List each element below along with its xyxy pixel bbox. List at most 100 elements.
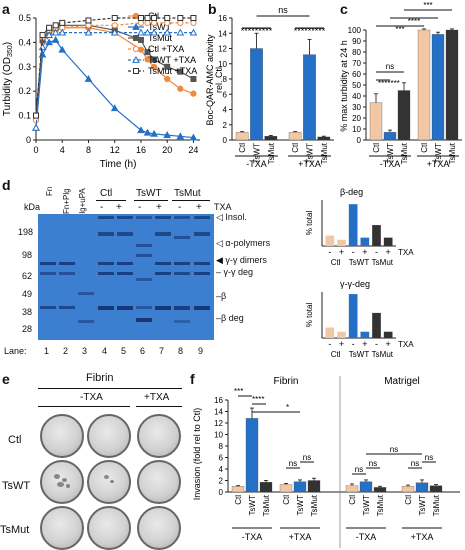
legend-marker [132, 45, 140, 53]
data-point [84, 28, 93, 36]
y-tick-label: 4 [219, 465, 224, 474]
group-label: +TXA [427, 159, 450, 169]
txa-sign: - [352, 247, 355, 257]
txa-sign: + [339, 247, 344, 257]
data-point [46, 24, 53, 31]
x-tick-label: 16 [136, 145, 146, 155]
y-tick-label: 40 [352, 92, 361, 101]
gel-lane [98, 214, 114, 340]
txa-sign: - [328, 247, 331, 257]
sig-stars: **** [252, 395, 264, 404]
data-point [164, 75, 171, 83]
data-point [58, 45, 67, 53]
panel-e: Fibrin -TXA +TXA Ctl TsWT TsMut [0, 372, 190, 550]
y-axis-label: % max turbidity at 24 h [339, 40, 349, 132]
data-point [45, 38, 53, 46]
category-label: Ctl [404, 495, 413, 505]
data-point [137, 46, 145, 53]
data-point [151, 56, 158, 63]
data-point [189, 28, 198, 36]
bar [303, 54, 316, 141]
group-underline-tsmut [172, 200, 210, 201]
data-point [190, 90, 197, 97]
group-label: TsMut [372, 258, 394, 267]
y-tick-label: 0.1 [18, 111, 31, 121]
group-label: Ctl [331, 350, 341, 359]
plate-well [87, 414, 131, 458]
data-point [150, 19, 158, 26]
mw-49: 49 [22, 289, 33, 299]
txa-sign: + [362, 339, 367, 349]
y-tick-label: 8 [223, 75, 228, 84]
data-point [176, 28, 185, 36]
x-tick-label: 8 [86, 145, 91, 155]
data-point [177, 15, 184, 21]
data-point [177, 85, 184, 92]
band-label-gg-dimers: ◀ γ-γ dimers [216, 255, 267, 265]
group-label: +TXA [298, 159, 321, 169]
sig-stars: ********* [241, 26, 273, 36]
y-tick-label: 0.5 [18, 13, 31, 23]
y-tick-label: 70 [352, 59, 361, 68]
sig-ns: ns [303, 453, 311, 462]
plates-row-tsmut: TsMut [0, 524, 30, 536]
txa-sign-3: - [138, 202, 142, 213]
txa-sign: + [362, 247, 367, 257]
chart-title: γ-γ-deg [340, 279, 370, 289]
y-tick-label: 6 [223, 90, 228, 99]
plates-col-plus-txa: +TXA [144, 392, 170, 403]
bar [288, 132, 302, 141]
bar [397, 90, 411, 141]
y-tick-label: 60 [352, 70, 361, 79]
data-point [38, 43, 47, 51]
txa-sign-5: - [178, 202, 182, 213]
data-point [137, 15, 144, 21]
panel-label-f: f [190, 371, 195, 387]
category-label: TsMut [320, 142, 329, 164]
bar [317, 136, 331, 141]
plates-col-minus-txa: -TXA [80, 392, 103, 403]
data-point [84, 74, 93, 82]
data-point [164, 15, 171, 21]
lane-number: 3 [82, 346, 88, 356]
data-point [110, 28, 119, 36]
y-tick-label: 6 [219, 454, 224, 463]
legend-label: TsWT [148, 22, 171, 32]
category-label: Ctl [372, 143, 381, 153]
txa-sign-1: - [100, 202, 104, 213]
lane-number: 1 [44, 346, 50, 356]
legend-label: TsMut +TXA [148, 66, 197, 76]
data-point [137, 126, 145, 134]
x-tick-label: 4 [60, 145, 65, 155]
bar [325, 327, 335, 338]
band-label-beta-deg: –β deg [216, 313, 244, 323]
bar [337, 331, 346, 338]
data-point [177, 68, 184, 75]
panel-d: kDa Fn Fn+Plg Fn+Plg+uPA Ctl TsWT TsMut … [0, 178, 300, 368]
category-label: TsWT [434, 143, 443, 164]
sig-ns: ns [386, 62, 394, 71]
bar [359, 481, 373, 493]
x-tick-label: 24 [188, 145, 198, 155]
x-tick-label: 12 [110, 145, 120, 155]
bar [250, 48, 263, 141]
plates-title: Fibrin [86, 372, 114, 384]
bar [231, 486, 245, 493]
y-tick-label: 10 [214, 431, 223, 440]
chart-title: β-deg [340, 187, 363, 197]
bar [415, 482, 429, 493]
legend-label: Ctl +TXA [148, 44, 184, 54]
category-label: TsWT [362, 495, 371, 516]
data-point [150, 28, 158, 36]
data-point [111, 15, 118, 21]
band-label-beta: –β [216, 291, 227, 301]
bar [429, 485, 443, 493]
bar [345, 485, 359, 493]
panel-label-b: b [208, 1, 217, 17]
gel-lane [136, 214, 152, 340]
data-point [45, 31, 53, 38]
y-axis-label-2: rel. Ctl [214, 67, 224, 93]
group-underline-tswt [134, 200, 168, 201]
bar [235, 132, 249, 141]
